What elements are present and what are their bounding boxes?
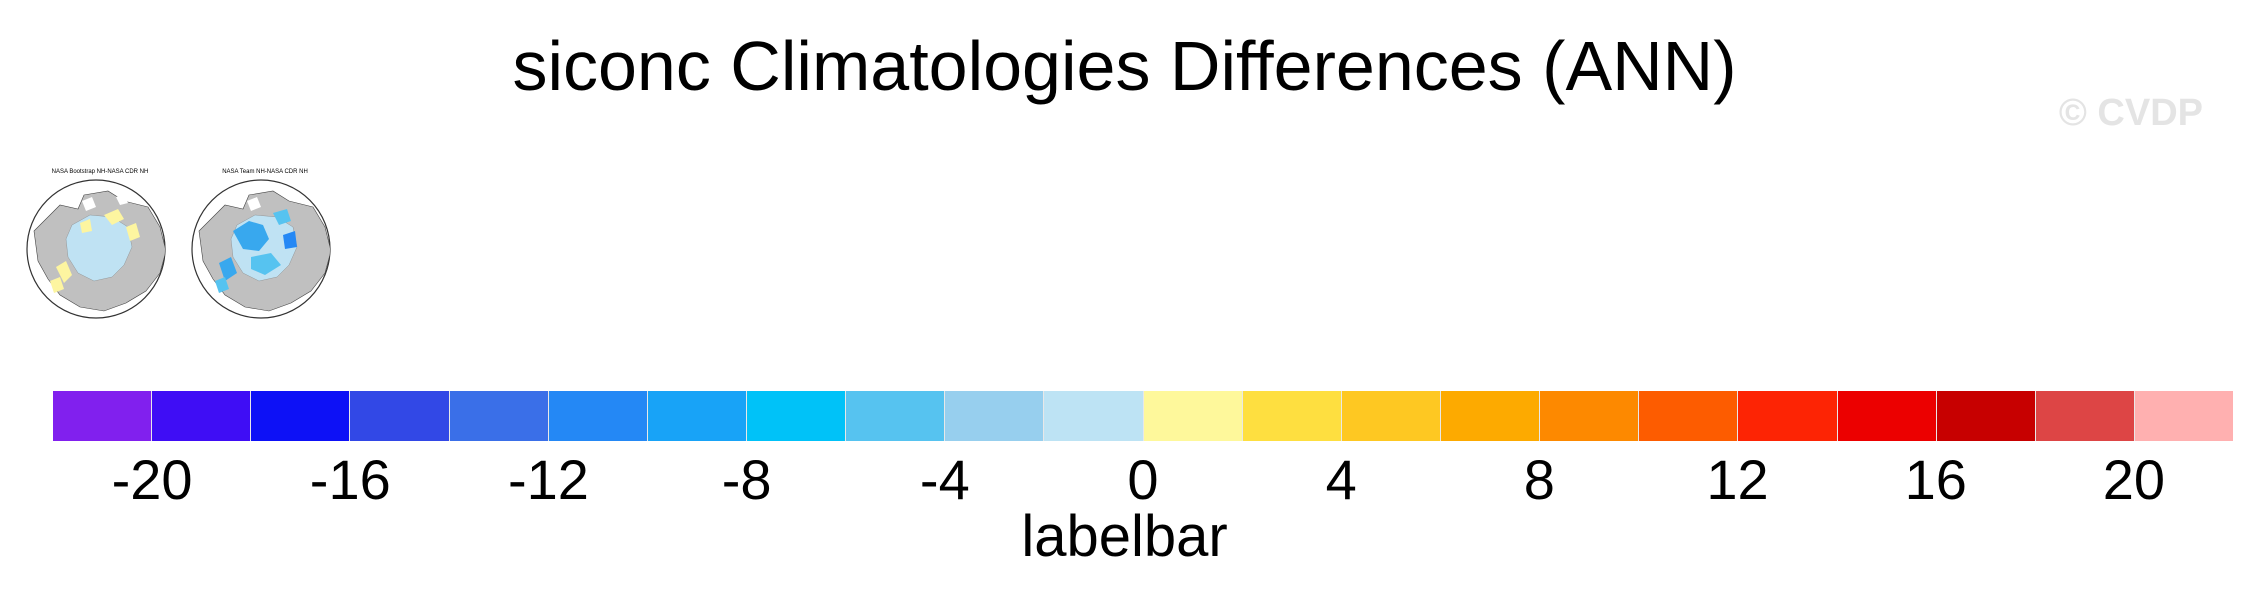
colorbar-box (1440, 391, 1541, 441)
colorbar-box (2134, 391, 2234, 441)
colorbar-box (1837, 391, 1937, 441)
colorbar-title: labelbar (1021, 504, 1228, 569)
colorbar-box (53, 391, 153, 441)
colorbar (53, 391, 2234, 441)
colorbar-box (1341, 391, 1441, 441)
colorbar-tick-label: 12 (1706, 448, 1769, 511)
panel-title: NASA Team NH-NASA CDR NH (222, 169, 308, 175)
polar-map-1 (26, 179, 166, 319)
figure-title: siconc Climatologies Differences (ANN) (512, 27, 1737, 105)
colorbar-tick-label: -12 (507, 448, 589, 511)
cvdp-watermark: © CVDP (2058, 92, 2203, 134)
colorbar-box (350, 391, 450, 441)
colorbar-tick-label: 8 (1523, 448, 1555, 511)
colorbar-box (1540, 391, 1640, 441)
map-panels: NASA Bootstrap NH-NASA CDR NH NASA Team … (20, 165, 340, 325)
colorbar-tick-label: 20 (2102, 448, 2166, 511)
colorbar-tick-label: -8 (721, 448, 772, 511)
colorbar-box (1738, 391, 1838, 441)
colorbar-box (945, 391, 1045, 441)
colorbar-box (548, 391, 648, 441)
colorbar-box (251, 391, 351, 441)
colorbar-tick-label: 4 (1325, 448, 1357, 511)
colorbar-tick-label: 16 (1904, 448, 1967, 511)
colorbar-tick-label: -16 (309, 448, 391, 511)
colorbar-tick-label: -20 (111, 448, 193, 511)
map-panel-1[interactable]: NASA Bootstrap NH-NASA CDR NH (20, 165, 180, 325)
colorbar-box (746, 391, 847, 441)
colorbar-box (647, 391, 747, 441)
polar-map-2 (191, 179, 331, 319)
colorbar-box (1936, 391, 2036, 441)
map-panel-2[interactable]: NASA Team NH-NASA CDR NH (185, 165, 345, 325)
colorbar-box (846, 391, 946, 441)
colorbar-box (1044, 391, 1144, 441)
colorbar-box (1639, 391, 1739, 441)
colorbar-box (2035, 391, 2135, 441)
colorbar-tick-label: -4 (919, 448, 970, 511)
colorbar-box (1143, 391, 1243, 441)
colorbar-box (1242, 391, 1342, 441)
colorbar-box (152, 391, 252, 441)
colorbar-tick-label: 0 (1127, 448, 1159, 511)
panel-title: NASA Bootstrap NH-NASA CDR NH (51, 169, 149, 175)
colorbar-box (449, 391, 549, 441)
